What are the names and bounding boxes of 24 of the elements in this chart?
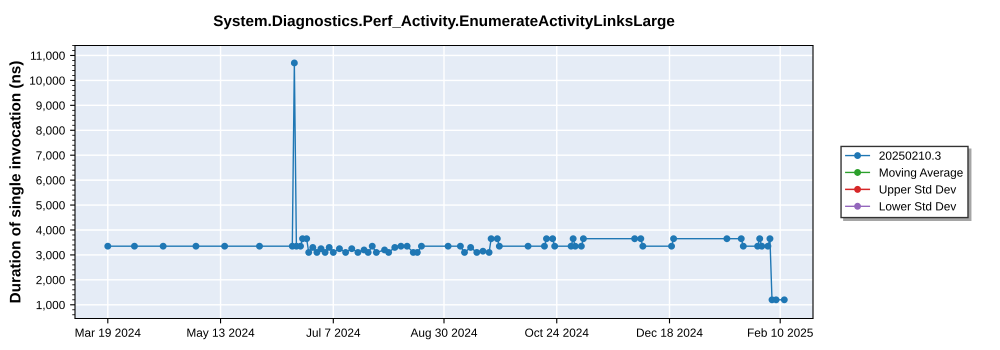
x-tick-label: Mar 19 2024 [76, 328, 141, 337]
x-tick-label: Jul 7 2024 [306, 328, 360, 337]
y-tick-label: 7,000 [36, 151, 65, 161]
y-tick-label: 10,000 [30, 76, 65, 86]
y-tick-label: 11,000 [30, 52, 65, 62]
y-tick-label: 1,000 [36, 300, 65, 311]
x-tick-label: Aug 30 2024 [410, 328, 478, 340]
y-tick-label: 2,000 [36, 276, 65, 286]
y-axis-title: Duration of single invocation (ns) [9, 61, 24, 302]
x-tick-label: Dec 18 2024 [636, 328, 703, 337]
legend-label: Moving Average [880, 168, 963, 180]
y-tick-label: 3,000 [36, 250, 65, 261]
x-tick-label: May 13 2024 [187, 328, 254, 340]
y-tick-label: 5,000 [36, 201, 65, 211]
legend-label: Lower Std Dev [880, 202, 956, 211]
chart-title: System.Diagnostics.Perf_Activity.EnumerateActivityLinksLarge [214, 14, 674, 30]
x-tick-label: Feb 10 2025 [748, 328, 813, 337]
y-tick-label: 4,000 [36, 226, 65, 236]
x-tick-label: Oct 24 2024 [525, 328, 589, 337]
legend-label: 20250210.3 [879, 151, 941, 160]
legend-label: Upper Std Dev [880, 184, 956, 196]
y-tick-label: 9,000 [36, 101, 65, 112]
y-tick-label: 8,000 [36, 126, 65, 136]
y-tick-label: 6,000 [36, 176, 65, 186]
